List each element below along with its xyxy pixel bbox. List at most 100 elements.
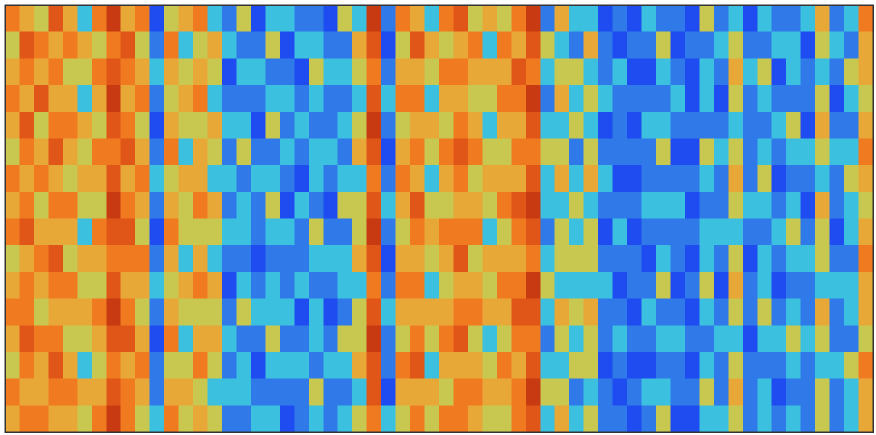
- heatmap-cell: [5, 405, 20, 432]
- heatmap-cell: [453, 58, 468, 85]
- heatmap-cell: [801, 272, 816, 299]
- heatmap-cell: [627, 379, 642, 406]
- heatmap-cell: [555, 379, 570, 406]
- heatmap-cell: [381, 138, 396, 165]
- heatmap-cell: [613, 405, 628, 432]
- heatmap-cell: [598, 165, 613, 192]
- heatmap-cell: [859, 138, 874, 165]
- heatmap-cell: [439, 138, 454, 165]
- heatmap-cell: [19, 192, 34, 219]
- heatmap-cell: [584, 5, 599, 32]
- heatmap-cell: [34, 325, 49, 352]
- heatmap-cell: [844, 299, 859, 326]
- heatmap-cell: [526, 85, 541, 112]
- heatmap-cell: [164, 405, 179, 432]
- heatmap-cell: [656, 32, 671, 59]
- heatmap-cell: [497, 58, 512, 85]
- heatmap-cell: [685, 352, 700, 379]
- heatmap-cell: [482, 165, 497, 192]
- heatmap-cell: [135, 219, 150, 246]
- heatmap-cell: [410, 165, 425, 192]
- heatmap-cell: [34, 112, 49, 139]
- heatmap-cell: [526, 165, 541, 192]
- heatmap-cell: [77, 85, 92, 112]
- heatmap-cell: [294, 299, 309, 326]
- heatmap-cell: [555, 165, 570, 192]
- heatmap-cell: [77, 325, 92, 352]
- heatmap-cell: [468, 245, 483, 272]
- heatmap-cell: [598, 299, 613, 326]
- heatmap-cell: [48, 379, 63, 406]
- heatmap-cell: [714, 299, 729, 326]
- heatmap-cell: [714, 112, 729, 139]
- heatmap-cell: [410, 245, 425, 272]
- heatmap-cell: [685, 165, 700, 192]
- heatmap-cell: [121, 138, 136, 165]
- heatmap-cell: [150, 5, 165, 32]
- heatmap-cell: [323, 58, 338, 85]
- heatmap-cell: [106, 299, 121, 326]
- heatmap-cell: [699, 58, 714, 85]
- heatmap-cell: [656, 165, 671, 192]
- heatmap-cell: [236, 32, 251, 59]
- heatmap-cell: [844, 325, 859, 352]
- heatmap-cell: [367, 272, 382, 299]
- heatmap-cell: [77, 5, 92, 32]
- heatmap-cell: [164, 85, 179, 112]
- heatmap-cell: [511, 112, 526, 139]
- heatmap-cell: [396, 112, 411, 139]
- heatmap-cell: [121, 165, 136, 192]
- heatmap-cell: [569, 165, 584, 192]
- heatmap-cell: [743, 245, 758, 272]
- heatmap-cell: [135, 32, 150, 59]
- heatmap-cell: [859, 192, 874, 219]
- heatmap-cell: [772, 379, 787, 406]
- heatmap-cell: [396, 352, 411, 379]
- heatmap-cell: [642, 219, 657, 246]
- heatmap-cell: [236, 245, 251, 272]
- heatmap-cell: [526, 299, 541, 326]
- heatmap-cell: [613, 379, 628, 406]
- heatmap-cell: [830, 58, 845, 85]
- heatmap-cell: [439, 405, 454, 432]
- heatmap-cell: [497, 379, 512, 406]
- heatmap-cell: [656, 219, 671, 246]
- heatmap-cell: [106, 5, 121, 32]
- heatmap-cell: [844, 32, 859, 59]
- heatmap-cell: [569, 112, 584, 139]
- heatmap-cell: [309, 165, 324, 192]
- heatmap-cell: [453, 405, 468, 432]
- heatmap-cell: [555, 138, 570, 165]
- heatmap-cell: [34, 272, 49, 299]
- heatmap-cell: [396, 5, 411, 32]
- heatmap-cell: [714, 192, 729, 219]
- heatmap-cell: [92, 85, 107, 112]
- heatmap-cell: [34, 58, 49, 85]
- heatmap-cell: [309, 58, 324, 85]
- heatmap-cell: [381, 165, 396, 192]
- heatmap-cell: [540, 138, 555, 165]
- heatmap-cell: [425, 165, 440, 192]
- heatmap-cell: [352, 272, 367, 299]
- heatmap-cell: [526, 405, 541, 432]
- heatmap-cell: [338, 379, 353, 406]
- heatmap-cell: [5, 245, 20, 272]
- heatmap-cell: [670, 352, 685, 379]
- heatmap-cell: [280, 405, 295, 432]
- heatmap-cell: [511, 245, 526, 272]
- heatmap-cell: [757, 299, 772, 326]
- heatmap-cell: [613, 58, 628, 85]
- heatmap-cell: [757, 405, 772, 432]
- heatmap-cell: [323, 245, 338, 272]
- heatmap-cell: [222, 165, 237, 192]
- heatmap-cell: [222, 58, 237, 85]
- heatmap-cell: [352, 192, 367, 219]
- heatmap-cell: [685, 245, 700, 272]
- heatmap-cell: [656, 352, 671, 379]
- heatmap-cell: [396, 85, 411, 112]
- heatmap-cell: [236, 325, 251, 352]
- heatmap-cell: [439, 165, 454, 192]
- heatmap-cell: [179, 219, 194, 246]
- heatmap-cell: [338, 405, 353, 432]
- heatmap-cell: [309, 138, 324, 165]
